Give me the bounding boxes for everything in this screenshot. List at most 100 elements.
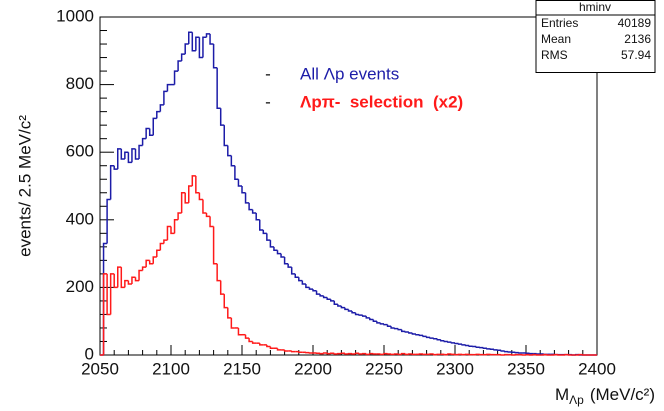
- hist-bin: [361, 315, 367, 317]
- x-label-main: M: [555, 385, 569, 404]
- y-tick-label: 600: [66, 142, 94, 161]
- hist-bin: [440, 339, 445, 342]
- hist-bin: [468, 345, 473, 347]
- hist-bin: [429, 337, 434, 339]
- hist-bin: [482, 347, 487, 349]
- hist-bin: [106, 198, 111, 244]
- hist-bin: [248, 338, 253, 343]
- hist-bin: [188, 185, 193, 203]
- hist-bin: [365, 353, 370, 356]
- hist-bin: [145, 259, 150, 268]
- hist-bin: [117, 148, 122, 170]
- hist-bin: [376, 321, 381, 324]
- hist-bin: [180, 53, 186, 61]
- hist-bin: [326, 297, 331, 300]
- stats-key: Entries: [541, 16, 578, 30]
- hist-bin: [152, 117, 157, 136]
- hist-bin: [432, 338, 438, 340]
- hist-bin: [276, 348, 282, 351]
- hist-bin: [191, 175, 196, 186]
- hist-bin: [177, 212, 182, 220]
- hist-bin: [120, 267, 125, 289]
- hist-bin: [322, 295, 328, 299]
- hist-bin: [379, 322, 384, 325]
- hist-bin: [266, 233, 271, 241]
- hist-bin: [255, 213, 260, 221]
- hist-bin: [173, 70, 179, 85]
- hist-bin: [124, 279, 129, 288]
- hist-bin: [195, 175, 200, 194]
- hist-bin: [184, 43, 189, 55]
- hist-bin: [127, 152, 132, 164]
- x-tick-label: 2200: [294, 359, 332, 378]
- hist-bin: [386, 324, 392, 328]
- hist-bin: [216, 67, 221, 110]
- hist-bin: [152, 256, 157, 264]
- hist-bin: [248, 202, 253, 211]
- hist-bin: [333, 300, 338, 306]
- hist-bin: [443, 340, 448, 343]
- hist-bin: [401, 329, 406, 333]
- stats-title: hminv: [579, 0, 611, 14]
- hist-bin: [308, 287, 313, 290]
- hist-bin: [230, 317, 235, 329]
- hist-bin: [202, 36, 207, 58]
- hist-bin: [447, 341, 452, 343]
- hist-bin: [113, 273, 118, 289]
- hist-bin: [450, 342, 455, 344]
- hist-bin: [141, 137, 147, 146]
- hist-bin: [475, 346, 480, 348]
- stats-value: 2136: [624, 32, 651, 46]
- hist-bin: [383, 323, 388, 326]
- hist-bin: [354, 312, 360, 316]
- hist-bin: [322, 352, 328, 354]
- hist-bin: [351, 311, 356, 314]
- legend-label: All Λp events: [300, 64, 399, 83]
- hist-bin: [273, 246, 278, 251]
- hist-bin: [145, 127, 150, 139]
- hist-bin: [340, 305, 345, 309]
- x-tick-label: 2300: [436, 359, 474, 378]
- hist-bin: [127, 280, 132, 285]
- legend-marker: -: [265, 92, 271, 111]
- hist-bin: [134, 277, 140, 282]
- hist-bin: [358, 353, 363, 355]
- hist-bin: [269, 346, 274, 349]
- hist-bin: [102, 273, 108, 355]
- hist-bin: [223, 125, 228, 147]
- hist-bin: [209, 33, 214, 45]
- hist-bin: [166, 225, 171, 241]
- hist-bin: [134, 148, 140, 160]
- hist-bin: [205, 213, 211, 218]
- hist-bin: [344, 307, 349, 311]
- hist-bin: [131, 276, 136, 285]
- hist-bin: [276, 250, 282, 255]
- hist-bin: [290, 350, 296, 353]
- hist-bin: [461, 344, 466, 346]
- stats-frame: [535, 0, 656, 73]
- hist-bin: [500, 350, 505, 352]
- hist-bin: [198, 37, 203, 59]
- x-label-sub: Λp: [569, 393, 584, 407]
- hist-bin: [283, 349, 289, 352]
- hist-bin: [120, 148, 125, 160]
- hist-bin: [195, 36, 200, 51]
- stats-key: RMS: [541, 48, 568, 62]
- hist-bin: [106, 273, 111, 316]
- hist-bin: [223, 294, 228, 309]
- hist-bin: [301, 280, 306, 285]
- hist-bin: [163, 90, 168, 105]
- hist-bin: [298, 351, 303, 354]
- hist-bin: [315, 290, 321, 295]
- hist-bin: [354, 352, 360, 355]
- hist-bin: [173, 219, 179, 234]
- hist-bin: [159, 104, 164, 112]
- y-tick-label: 1000: [56, 6, 94, 25]
- hist-bin: [287, 263, 292, 268]
- hist-bin: [124, 151, 129, 159]
- hist-bin: [148, 260, 154, 265]
- hist-bin: [365, 316, 370, 319]
- hist-bin: [170, 226, 175, 235]
- hist-bin: [312, 289, 317, 292]
- hist-bin: [138, 144, 143, 159]
